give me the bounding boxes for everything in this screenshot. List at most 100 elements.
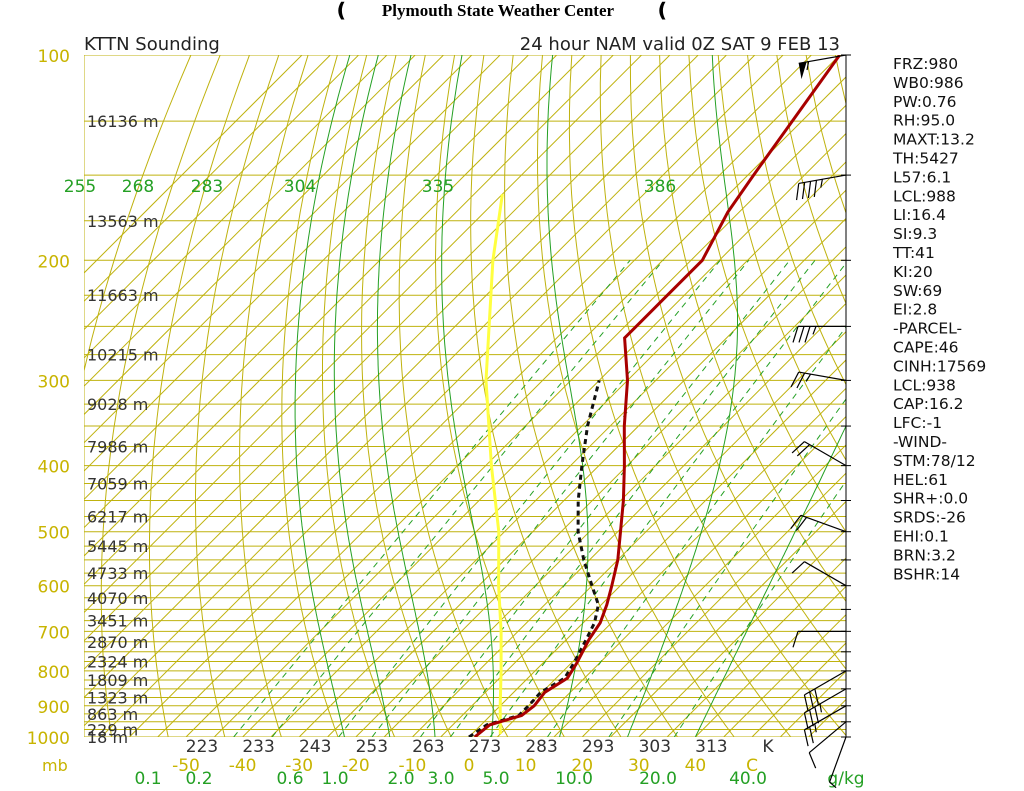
temperature-tick-label: 20 <box>571 756 593 776</box>
isotherm <box>496 387 846 737</box>
wind-barb <box>790 371 847 389</box>
mixing-ratio-line <box>608 398 846 737</box>
station-label: KTTN Sounding <box>84 34 220 55</box>
mixing-ratio-unit: g/kg <box>827 769 864 789</box>
kelvin-tick-label: 243 <box>299 737 331 757</box>
dry-adiabat <box>470 55 622 737</box>
wind-barb <box>829 736 847 789</box>
moist-adiabat <box>294 55 351 737</box>
isotherm <box>525 415 846 737</box>
kelvin-tick-label: 273 <box>469 737 501 757</box>
moist-adiabat <box>441 55 494 737</box>
isotherm <box>412 302 846 737</box>
index-line: CAP:16.2 <box>893 395 964 413</box>
mixing-ratio-label: 0.1 <box>134 769 161 789</box>
isotherm <box>213 104 846 737</box>
isotherm <box>84 55 529 501</box>
height-label: 4070 m <box>87 589 148 608</box>
isotherm <box>84 55 359 331</box>
height-label: 11663 m <box>87 286 159 305</box>
index-line: RH:95.0 <box>893 112 955 130</box>
header: ❪ Plymouth State Weather Center ❪ KTTN S… <box>84 0 840 55</box>
dry-adiabat <box>195 55 280 737</box>
kelvin-tick-label: 223 <box>186 737 218 757</box>
isotherm <box>610 500 846 737</box>
index-line: SW:69 <box>893 282 942 300</box>
mixing-ratio-line <box>673 480 846 737</box>
temperature-tick-label: 40 <box>685 756 707 776</box>
kelvin-tick-label: 293 <box>582 737 614 757</box>
isotherm <box>695 585 846 737</box>
isotherm <box>84 55 444 416</box>
height-label: 6217 m <box>87 508 148 527</box>
isotherm <box>157 55 841 737</box>
height-label: 16136 m <box>87 112 159 131</box>
height-label: 4733 m <box>87 564 148 583</box>
mixing-ratio-line <box>489 262 846 737</box>
index-line: L57:6.1 <box>893 168 951 186</box>
dry-adiabat <box>568 55 792 737</box>
kelvin-tick-label: K <box>762 737 774 757</box>
mixing-ratio-line <box>371 259 750 737</box>
pressure-tick-label: 900 <box>38 698 70 718</box>
dry-adiabat <box>659 55 846 603</box>
mixing-ratio-label: 10.0 <box>555 769 593 789</box>
isotherm <box>84 55 699 670</box>
wind-barb <box>792 325 846 343</box>
wind-barb <box>790 514 847 533</box>
isotherm <box>84 55 614 586</box>
mixing-ratio-line <box>420 259 791 737</box>
isotherm <box>84 55 473 444</box>
wind-barb <box>808 721 847 769</box>
isotherm <box>84 55 331 303</box>
height-label: 7986 m <box>87 437 148 456</box>
height-label: 7059 m <box>87 475 148 494</box>
theta-label: 386 <box>644 177 676 197</box>
isotherm <box>440 330 846 737</box>
wind-barb <box>792 630 846 648</box>
wind-barb <box>803 670 847 712</box>
isotherm <box>581 472 846 737</box>
mixing-ratio-label: 20.0 <box>639 769 677 789</box>
parcel-trace <box>484 193 504 735</box>
kelvin-tick-label: 303 <box>639 737 671 757</box>
index-line: CINH:17569 <box>893 357 986 375</box>
mixing-ratio-label: 3.0 <box>427 769 454 789</box>
moist-adiabat <box>694 424 846 737</box>
index-line: TH:5427 <box>892 150 959 168</box>
moist-adiabat <box>376 55 436 737</box>
wind-barb <box>803 705 847 747</box>
height-label: 9028 m <box>87 395 148 414</box>
dry-adiabat <box>239 55 309 737</box>
dry-adiabat <box>322 55 396 737</box>
pressure-tick-label: 500 <box>38 524 70 544</box>
isotherm <box>185 76 846 737</box>
pressure-tick-label: 400 <box>38 458 70 478</box>
temperature-tick-label: -40 <box>229 756 257 776</box>
index-line: STM:78/12 <box>893 452 976 470</box>
dry-adiabat <box>281 55 339 737</box>
isotherm <box>84 55 586 557</box>
index-line: LI:16.4 <box>893 206 946 224</box>
kelvin-tick-label: 263 <box>412 737 444 757</box>
isotherm <box>383 274 846 737</box>
indices-panel: FRZ:980WB0:986PW:0.76RH:95.0MAXT:13.2TH:… <box>892 55 986 583</box>
dry-adiabat <box>717 55 846 461</box>
index-line: EI:2.8 <box>893 301 937 319</box>
moist-adiabat <box>546 55 589 737</box>
height-label: 863 m <box>87 705 138 724</box>
dry-adiabat <box>629 55 846 670</box>
dry-adiabat <box>84 55 192 374</box>
isotherm <box>355 246 846 737</box>
height-label: 10215 m <box>87 346 159 365</box>
index-line: HEL:61 <box>893 471 948 489</box>
temperature-tick-label: 10 <box>515 756 537 776</box>
dry-adiabat <box>361 55 452 737</box>
height-label: 1323 m <box>87 688 148 707</box>
theta-label: 304 <box>284 177 316 197</box>
pressure-tick-label: 700 <box>38 623 70 643</box>
temperature-tick-label: C <box>746 756 758 776</box>
wind-barb <box>791 561 847 587</box>
